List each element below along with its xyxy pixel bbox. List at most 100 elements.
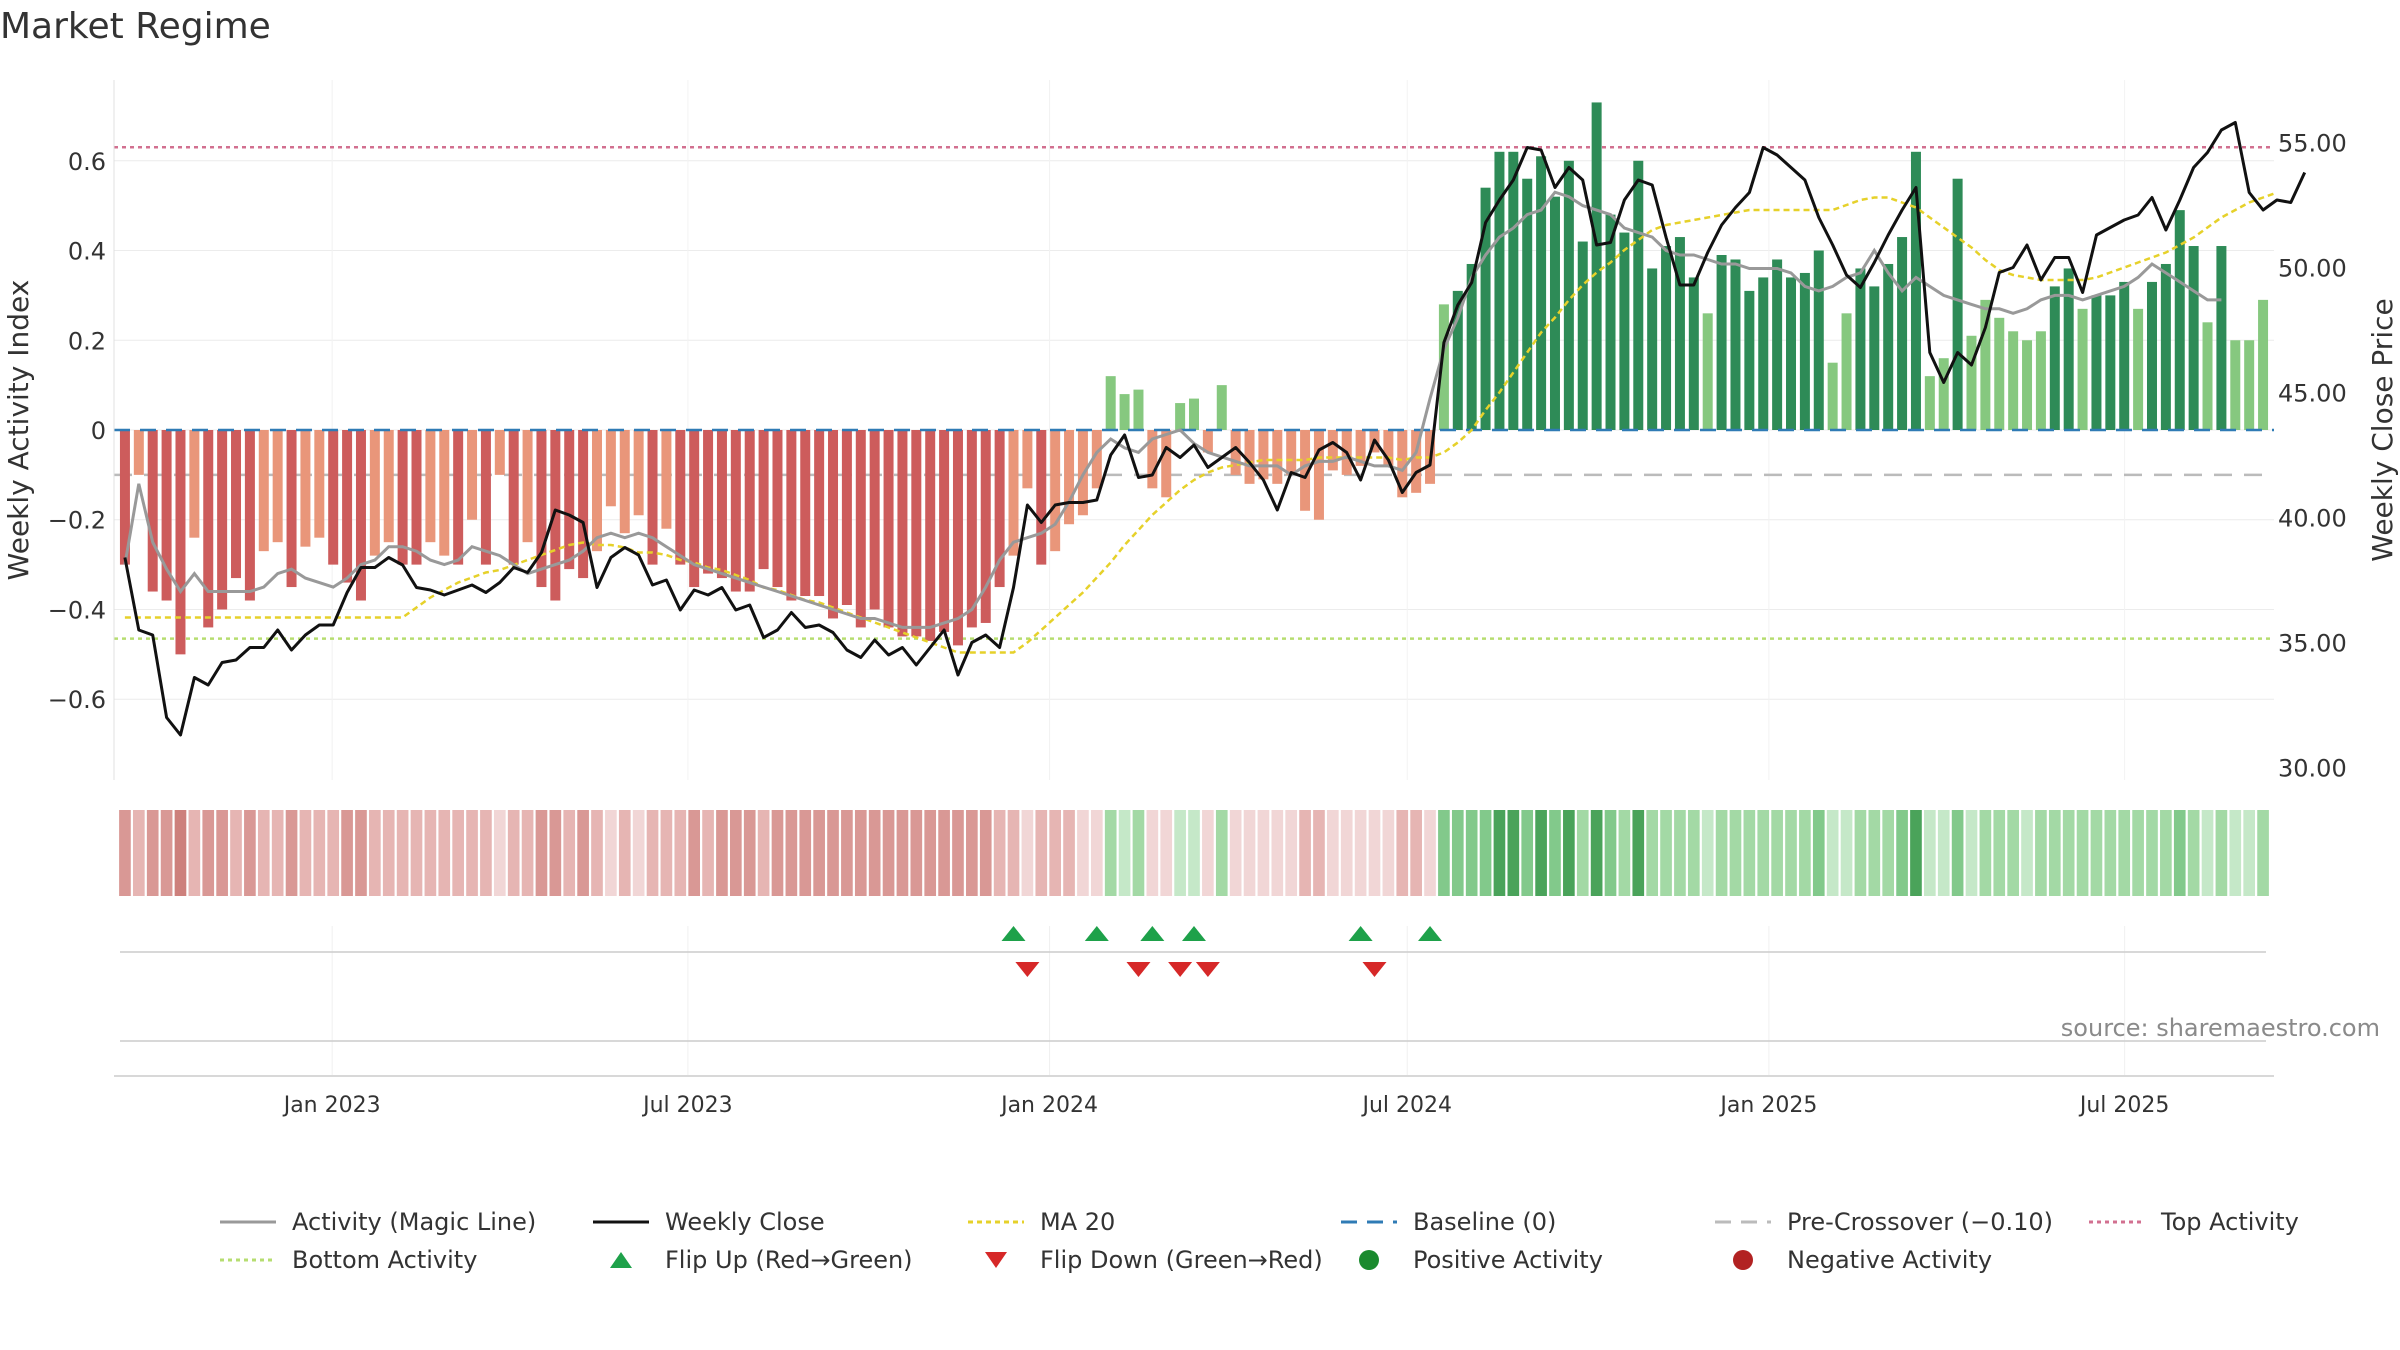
regime-cell <box>771 810 784 896</box>
regime-cell <box>369 810 381 896</box>
activity-bar <box>1563 160 1574 430</box>
activity-bar <box>1258 430 1269 480</box>
activity-bar <box>1744 290 1755 430</box>
activity-bar <box>1286 430 1297 475</box>
regime-cell <box>1104 810 1117 896</box>
regime-cell <box>2229 810 2242 896</box>
regime-cell <box>813 810 825 896</box>
regime-cell <box>1382 810 1395 896</box>
left-tick-label: −0.6 <box>48 686 106 714</box>
x-tick-label: Jan 2025 <box>1718 1093 1817 1118</box>
regime-cell <box>577 810 589 896</box>
activity-bar <box>814 430 825 597</box>
activity-bar <box>1549 196 1560 430</box>
regime-cell <box>1354 810 1367 896</box>
activity-bars <box>114 102 2274 655</box>
regime-cell <box>2118 810 2131 896</box>
activity-bar <box>772 430 783 588</box>
activity-bar <box>1036 430 1047 565</box>
activity-bar <box>2035 331 2046 430</box>
regime-cell <box>1340 810 1353 896</box>
activity-bar <box>425 430 436 543</box>
flip-down-marker <box>1195 962 1220 977</box>
regime-cell <box>2187 810 2200 896</box>
flip-down-marker <box>1126 962 1151 977</box>
activity-bar <box>758 430 769 570</box>
activity-bar <box>2216 246 2227 430</box>
regime-cell <box>1118 810 1131 896</box>
regime-cell <box>743 810 756 896</box>
regime-cell <box>1563 810 1575 896</box>
flip-up-marker <box>1084 926 1109 941</box>
regime-cell <box>1549 810 1561 896</box>
activity-bar <box>689 430 700 588</box>
regime-cell <box>1521 810 1534 896</box>
activity-bar <box>2230 340 2241 430</box>
regime-cell <box>979 810 992 896</box>
activity-bar <box>2258 299 2269 430</box>
legend-magic-line: Activity (Magic Line) <box>218 1208 591 1236</box>
regime-cell <box>1799 810 1811 896</box>
regime-cell <box>1160 810 1173 896</box>
activity-bar <box>1702 313 1713 430</box>
activity-bar <box>1799 272 1810 430</box>
activity-bar <box>217 430 228 610</box>
activity-bar <box>1300 430 1311 511</box>
regime-cell <box>910 810 923 896</box>
regime-cell <box>1285 810 1298 896</box>
activity-bar <box>550 430 561 601</box>
activity-bar <box>494 430 505 475</box>
regime-cell <box>1313 810 1325 896</box>
activity-bar <box>1327 430 1338 471</box>
regime-cell <box>785 810 798 896</box>
regime-cell <box>966 810 978 896</box>
legend-positive-activity: Positive Activity <box>1339 1246 1713 1274</box>
regime-cell <box>674 810 687 896</box>
activity-bar <box>661 430 672 529</box>
activity-bar <box>397 430 408 565</box>
activity-bar <box>1202 430 1213 453</box>
right-tick-label: 55.00 <box>2278 130 2347 158</box>
regime-cell <box>2173 810 2186 896</box>
left-tick-label: 0.4 <box>68 238 106 266</box>
reference-lines <box>114 146 2274 640</box>
regime-cell <box>1576 810 1589 896</box>
legend-baseline: Baseline (0) <box>1339 1208 1713 1236</box>
regime-cell <box>1937 810 1950 896</box>
regime-cell <box>632 810 645 896</box>
activity-bar <box>175 430 186 655</box>
activity-bar <box>244 430 255 601</box>
source-note: source: sharemaestro.com <box>2060 1014 2380 1042</box>
activity-bar <box>1230 430 1241 475</box>
regime-cell <box>1299 810 1311 896</box>
activity-bar <box>383 430 394 543</box>
legend-label: Flip Down (Green→Red) <box>1040 1246 1323 1274</box>
activity-bar <box>828 430 839 619</box>
regime-cell <box>1090 810 1103 896</box>
activity-bar <box>258 430 269 552</box>
activity-bar <box>1522 178 1533 430</box>
regime-cell <box>202 810 215 896</box>
regime-cell <box>952 810 964 896</box>
regime-cell <box>2132 810 2144 896</box>
activity-bar <box>300 430 311 547</box>
activity-bar <box>1105 376 1116 430</box>
activity-bar <box>1022 430 1033 489</box>
activity-bar <box>231 430 242 579</box>
regime-cell <box>1202 810 1214 896</box>
legend-flip-down: Flip Down (Green→Red) <box>966 1246 1339 1274</box>
regime-cell <box>799 810 812 896</box>
regime-cell <box>841 810 853 896</box>
regime-cell <box>1438 810 1450 896</box>
legend-label: Positive Activity <box>1413 1246 1603 1274</box>
regime-cell <box>563 810 576 896</box>
regime-cell <box>466 810 478 896</box>
regime-cell <box>1424 810 1436 896</box>
activity-bar <box>1272 430 1283 484</box>
legend-bottom-activity: Bottom Activity <box>218 1246 591 1274</box>
activity-bar <box>536 430 547 588</box>
activity-bar <box>1827 362 1838 430</box>
activity-bar <box>314 430 325 538</box>
activity-bar <box>1938 358 1949 430</box>
regime-cell <box>2104 810 2117 896</box>
